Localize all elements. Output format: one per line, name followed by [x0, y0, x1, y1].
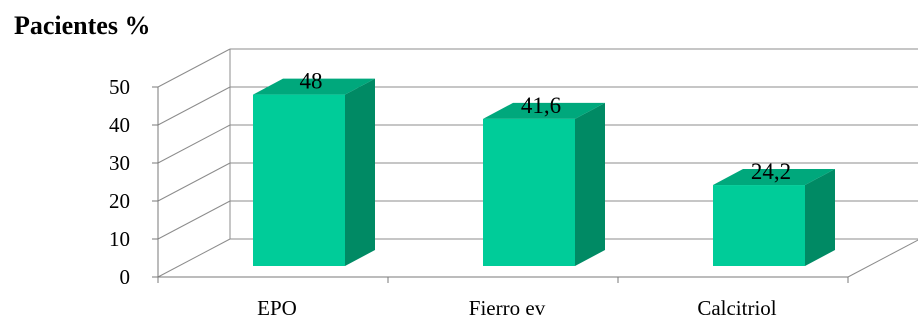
y-tick-label: 0 [120, 265, 131, 289]
x-tick-label: Calcitriol [697, 296, 776, 320]
y-tick-label: 20 [109, 189, 130, 213]
data-label: 48 [300, 69, 323, 94]
y-tick-label: 30 [109, 151, 130, 175]
y-tick-label: 40 [109, 113, 130, 137]
bar-side [345, 78, 375, 266]
gridline-depth [157, 162, 231, 202]
bar-side [805, 169, 835, 266]
bar [253, 94, 345, 266]
gridline-depth [157, 238, 231, 278]
bar-top [713, 169, 835, 186]
data-label: 41,6 [521, 93, 561, 118]
gridline-depth [157, 48, 231, 88]
bar-top [253, 78, 375, 95]
bar-top [483, 102, 605, 119]
gridline-depth [157, 86, 231, 126]
gridline-depth [157, 200, 231, 240]
bar-side [575, 102, 605, 266]
floor-right-edge [847, 239, 918, 278]
x-tick-label: Fierro ev [469, 296, 546, 320]
bars [253, 78, 835, 266]
x-tick-label: EPO [257, 296, 297, 320]
bar [483, 118, 575, 266]
y-axis: 0 10 20 30 40 50 [109, 75, 159, 289]
gridline-depth [157, 124, 231, 164]
x-axis: EPO Fierro ev Calcitriol [157, 239, 918, 320]
y-tick-label: 50 [109, 75, 130, 99]
y-axis-title: Pacientes % [14, 11, 150, 40]
data-labels: 48 41,6 24,2 [300, 69, 792, 184]
data-label: 24,2 [751, 159, 791, 184]
y-tick-label: 10 [109, 227, 130, 251]
bar [713, 185, 805, 266]
